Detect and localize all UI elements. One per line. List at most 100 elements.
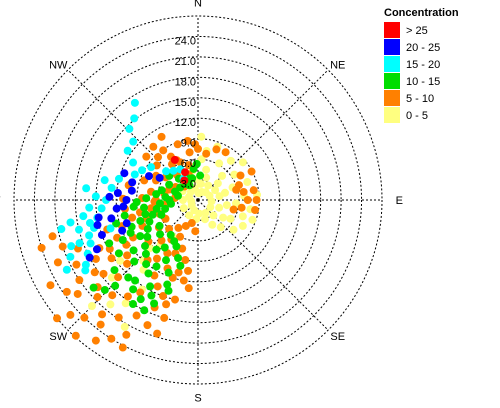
data-point [127,186,136,195]
data-point [144,269,153,278]
data-point [53,258,62,267]
data-point [165,224,174,233]
data-point [220,188,229,197]
data-point [212,145,221,154]
data-point [164,286,173,295]
data-point [142,152,151,161]
data-point [96,320,105,329]
data-point [243,196,252,204]
data-point [136,216,145,225]
direction-label: W [0,195,1,207]
radial-tick-label: 15.0 [175,97,196,109]
data-point [75,276,84,285]
data-point [156,230,165,239]
data-point [209,211,218,220]
data-point [129,246,138,255]
data-point [173,140,182,149]
data-point [86,239,95,248]
data-point [74,225,83,234]
data-point [87,302,96,311]
data-point [174,223,183,232]
data-point [152,254,161,263]
data-point [238,221,247,230]
data-point [211,186,220,195]
data-point [154,153,163,162]
data-point [184,284,193,293]
data-point [229,225,238,234]
data-point [97,230,106,239]
data-point [114,273,123,282]
radial-tick-label: 24.0 [175,35,196,47]
data-point [176,261,185,270]
data-point [105,192,114,201]
data-point [72,260,81,269]
data-point [157,236,166,245]
data-point [183,136,192,145]
data-point [185,148,194,157]
data-point [136,232,145,241]
direction-label: NE [330,59,345,71]
data-point [200,215,209,224]
grid-spoke [197,199,329,331]
data-point [202,165,211,174]
data-point [110,266,119,275]
data-point [123,292,132,301]
data-point [239,187,248,196]
data-point [143,232,152,241]
data-point [136,288,145,297]
data-point [48,232,57,241]
data-point [145,217,154,226]
legend-label: > 25 [406,25,428,37]
data-point [112,204,121,213]
data-point [62,287,71,296]
data-point [249,186,258,195]
data-point [91,192,100,201]
data-point [180,176,189,185]
direction-label: E [396,195,403,207]
data-point [115,174,124,183]
data-point [57,225,66,234]
legend-label: 10 - 15 [406,76,440,88]
data-point [215,203,224,212]
data-point [152,245,161,254]
data-point [187,219,196,228]
data-point [157,210,166,219]
data-point [153,329,162,338]
data-point [141,242,150,251]
data-point [252,196,261,204]
data-point [170,155,179,164]
grid-ring [33,35,363,365]
data-point [129,202,138,211]
data-point [162,256,171,265]
data-point [66,310,75,319]
data-point [106,224,115,233]
data-point [185,211,194,220]
legend-swatch [384,22,400,38]
data-point [181,221,190,230]
data-point [82,184,91,193]
data-point [150,299,159,308]
data-point [129,300,137,309]
radial-tick-label: 9.0 [181,138,196,150]
legend-label: 20 - 25 [406,42,440,54]
data-point [85,203,94,212]
data-point [218,171,227,180]
data-point [146,282,155,291]
data-point [120,211,129,220]
data-point [114,313,123,322]
data-point [171,295,180,304]
data-point [141,210,150,219]
data-point [123,259,132,268]
data-point [204,181,213,190]
data-point [62,265,71,274]
data-point [126,228,135,237]
data-point [119,202,128,211]
data-point [73,289,82,298]
legend: Concentration > 25 20 - 25 15 - 20 10 - 15 5… [384,7,459,123]
data-point [71,331,80,340]
data-point [107,214,116,223]
data-point [157,132,166,141]
data-point [66,252,75,261]
data-point [191,227,200,236]
data-point [80,313,89,322]
